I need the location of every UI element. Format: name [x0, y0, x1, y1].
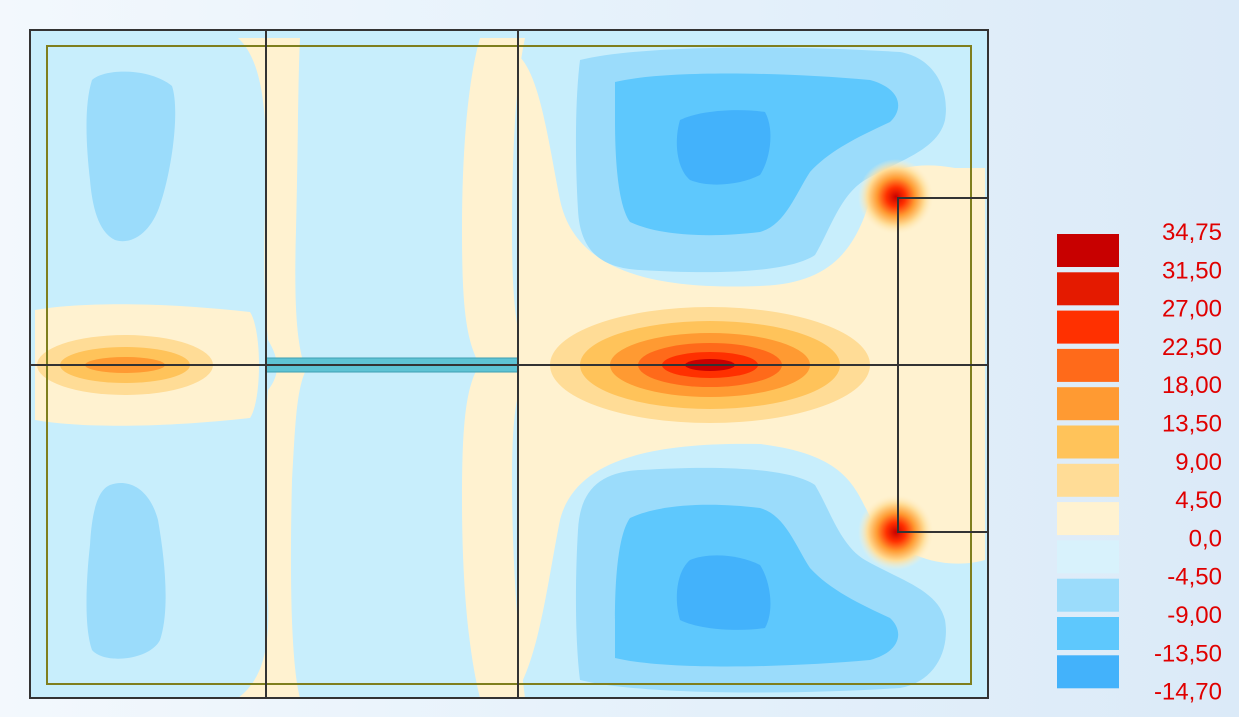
legend-label: 9,00 [1175, 449, 1222, 476]
legend-label: 0,0 [1189, 525, 1222, 552]
legend-swatch [1057, 234, 1119, 267]
legend-swatch [1057, 348, 1119, 382]
contour-bottom-right-core [676, 555, 771, 630]
legend-label: -13,50 [1154, 640, 1222, 667]
legend-label: -9,00 [1167, 602, 1222, 629]
legend-swatch [1057, 502, 1119, 536]
legend-swatch [1057, 617, 1119, 650]
legend: 34,75 31,50 27,00 22,50 18,00 13,50 9,00 4,50 0,… [1057, 219, 1222, 706]
legend-label: 18,00 [1162, 372, 1222, 399]
legend-label: 31,50 [1162, 257, 1222, 284]
legend-swatch [1057, 425, 1119, 459]
legend-label: 27,00 [1162, 296, 1222, 323]
contour-top-right-core [676, 110, 771, 185]
support-outline [897, 197, 988, 533]
hotspot-top [858, 159, 934, 235]
plot-area [29, 29, 989, 699]
legend-label: -14,70 [1154, 679, 1222, 706]
legend-swatch [1057, 540, 1119, 574]
legend-swatch [1057, 463, 1119, 497]
legend-label: 34,75 [1162, 219, 1222, 246]
contour-ribbon-left [238, 38, 306, 698]
contour-left-bottom-lobe [86, 483, 166, 659]
legend-label: -4,50 [1167, 564, 1222, 591]
legend-swatch [1057, 310, 1119, 344]
legend-swatch [1057, 578, 1119, 612]
legend-swatch [1057, 655, 1119, 689]
legend-label: 13,50 [1162, 411, 1222, 438]
legend-label: 4,50 [1175, 487, 1222, 514]
contour-left-top-lobe [86, 71, 176, 242]
legend-swatch [1057, 272, 1119, 306]
legend-label: 22,50 [1162, 334, 1222, 361]
legend-swatch [1057, 387, 1119, 421]
hotspot-bottom [858, 494, 934, 570]
